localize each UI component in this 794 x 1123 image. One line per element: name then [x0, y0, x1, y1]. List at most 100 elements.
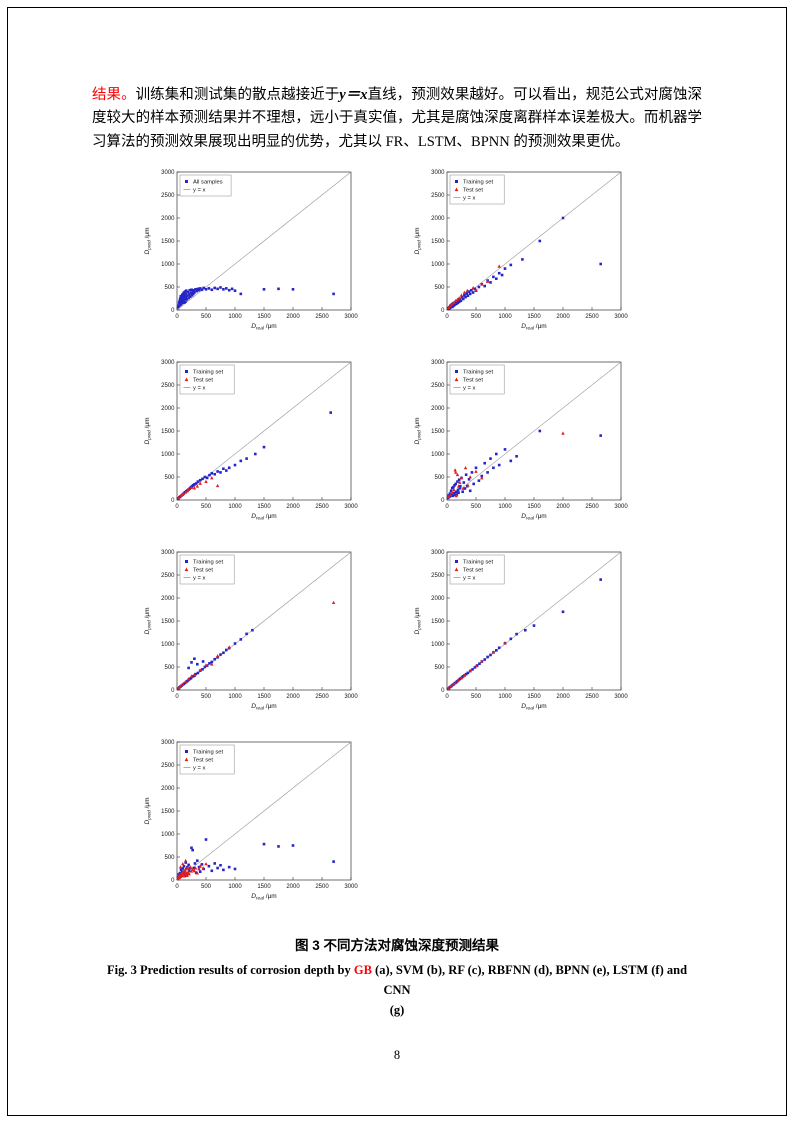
body-paragraph: 结果。训练集和测试集的散点越接近于y＝x直线，预测效果越好。可以看出，规范公式对… — [92, 84, 702, 154]
svg-text:1500: 1500 — [527, 314, 541, 320]
svg-text:1000: 1000 — [228, 504, 242, 510]
svg-text:1500: 1500 — [161, 429, 175, 435]
svg-text:2000: 2000 — [431, 216, 445, 222]
svg-text:2500: 2500 — [315, 694, 329, 700]
data-points — [176, 286, 335, 309]
svg-text:500: 500 — [164, 665, 175, 671]
svg-text:3000: 3000 — [161, 550, 175, 556]
data-points — [446, 578, 602, 691]
svg-text:Test set: Test set — [193, 378, 213, 384]
svg-text:0: 0 — [175, 884, 179, 890]
identity-line — [176, 742, 352, 881]
svg-text:2500: 2500 — [431, 573, 445, 579]
svg-text:3000: 3000 — [614, 694, 628, 700]
svg-text:1000: 1000 — [228, 694, 242, 700]
scatter-plot-d-rbfnn: 0 0 500 500 1000 1000 1500 1500 2000 2000 2500 2500… — [409, 354, 655, 540]
svg-text:2000: 2000 — [431, 596, 445, 602]
svg-text:1000: 1000 — [161, 262, 175, 268]
scatter-canvas: 00 500 500 1000 1000 1500 1500 2000 2000 2500 2500… — [414, 550, 628, 712]
caption-en-gb: GB — [353, 963, 372, 978]
svg-text:1000: 1000 — [161, 642, 175, 648]
svg-text:500: 500 — [434, 285, 445, 291]
svg-text:Training set: Training set — [193, 750, 223, 756]
svg-text:3000: 3000 — [161, 740, 175, 746]
svg-text:0: 0 — [445, 314, 449, 320]
scatter-plot-e-bpnn: 0 0 500 500 1000 1000 1500 1500 2000 2000 2500 2500… — [139, 544, 385, 730]
axis-ticks: 00 500 500 1000 1000 1500 1500 2000 2000 2500 2500… — [431, 550, 628, 700]
svg-text:All samples: All samples — [193, 180, 223, 186]
svg-text:1000: 1000 — [498, 504, 512, 510]
svg-text:2000: 2000 — [556, 694, 570, 700]
svg-text:1500: 1500 — [431, 239, 445, 245]
para-text-1: 训练集和测试集的散点越接近于 — [135, 87, 340, 103]
caption-chinese: 图 3 不同方法对腐蚀深度预测结果 — [294, 938, 499, 954]
legend: Training set Test set y = x — [179, 365, 235, 395]
svg-text:0: 0 — [171, 878, 175, 884]
svg-text:3000: 3000 — [161, 170, 175, 176]
svg-text:1500: 1500 — [257, 314, 271, 320]
svg-text:2500: 2500 — [585, 504, 599, 510]
caption-english: Fig. 3 Prediction results of corrosion d… — [92, 960, 702, 1020]
figure-3-grid: 0 0 500 500 1000 1000 1500 1500 2000 2000 2500 2500… — [92, 164, 702, 920]
y-axis-label: Dpred /μm — [414, 608, 423, 635]
legend: Training set Test set y = x — [449, 555, 505, 585]
svg-text:Test set: Test set — [463, 378, 483, 384]
svg-text:2000: 2000 — [161, 596, 175, 602]
svg-text:1500: 1500 — [257, 884, 271, 890]
svg-text:Test set: Test set — [463, 188, 483, 194]
svg-text:2500: 2500 — [585, 314, 599, 320]
svg-text:1500: 1500 — [527, 694, 541, 700]
scatter-canvas: 00 500 500 1000 1000 1500 1500 2000 2000 2500 2500… — [144, 170, 358, 332]
svg-text:2500: 2500 — [161, 573, 175, 579]
svg-text:2000: 2000 — [161, 216, 175, 222]
svg-text:500: 500 — [471, 694, 482, 700]
svg-text:2000: 2000 — [431, 406, 445, 412]
svg-text:500: 500 — [471, 314, 482, 320]
scatter-canvas: 00 500 500 1000 1000 1500 1500 2000 2000 2500 2500… — [414, 360, 628, 522]
svg-text:2500: 2500 — [315, 884, 329, 890]
svg-text:1000: 1000 — [431, 262, 445, 268]
y-axis-label: Dpred /μm — [144, 418, 153, 445]
page-number: 8 — [393, 1048, 401, 1062]
svg-text:3000: 3000 — [344, 504, 358, 510]
svg-text:1500: 1500 — [257, 694, 271, 700]
axis-ticks: 00 500 500 1000 1000 1500 1500 2000 2000 2500 2500… — [431, 170, 628, 320]
svg-text:y = x: y = x — [193, 766, 206, 772]
svg-text:0: 0 — [441, 688, 445, 694]
svg-text:0: 0 — [441, 308, 445, 314]
identity-line — [446, 172, 622, 311]
y-axis-label: Dpred /μm — [414, 228, 423, 255]
svg-text:0: 0 — [175, 504, 179, 510]
x-axis-label: Dreal /μm — [251, 513, 276, 522]
y-axis-label: Dpred /μm — [414, 418, 423, 445]
svg-text:1500: 1500 — [161, 619, 175, 625]
scatter-canvas: 00 500 500 1000 1000 1500 1500 2000 2000 2500 2500… — [144, 550, 358, 712]
svg-text:Test set: Test set — [463, 568, 483, 574]
svg-text:3000: 3000 — [614, 314, 628, 320]
svg-text:y = x: y = x — [193, 188, 206, 194]
svg-text:0: 0 — [175, 314, 179, 320]
svg-text:2000: 2000 — [286, 504, 300, 510]
scatter-plot-b-svm: 0 0 500 500 1000 1000 1500 1500 2000 2000 2500 2500… — [409, 164, 655, 350]
svg-text:500: 500 — [164, 855, 175, 861]
scatter-plot-c-rf: 0 0 500 500 1000 1000 1500 1500 2000 2000 2500 2500… — [139, 354, 385, 540]
caption-en-tail: (g) — [389, 1003, 405, 1018]
svg-text:1000: 1000 — [228, 314, 242, 320]
scatter-canvas: 00 500 500 1000 1000 1500 1500 2000 2000 2500 2500… — [144, 360, 358, 522]
svg-text:0: 0 — [445, 504, 449, 510]
svg-text:y = x: y = x — [463, 196, 476, 202]
axis-ticks: 00 500 500 1000 1000 1500 1500 2000 2000 2500 2500… — [161, 170, 358, 320]
identity-line — [176, 172, 352, 311]
x-axis-label: Dreal /μm — [251, 703, 276, 712]
svg-text:3000: 3000 — [431, 550, 445, 556]
svg-text:y = x: y = x — [463, 576, 476, 582]
svg-text:3000: 3000 — [614, 504, 628, 510]
page-content: 结果。训练集和测试集的散点越接近于y＝x直线，预测效果越好。可以看出，规范公式对… — [92, 84, 702, 1020]
data-points — [446, 217, 602, 311]
axis-ticks: 00 500 500 1000 1000 1500 1500 2000 2000 2500 2500… — [161, 550, 358, 700]
svg-text:y = x: y = x — [193, 386, 206, 392]
svg-text:1000: 1000 — [431, 452, 445, 458]
legend: Training set Test set y = x — [449, 175, 505, 205]
svg-text:1500: 1500 — [527, 504, 541, 510]
